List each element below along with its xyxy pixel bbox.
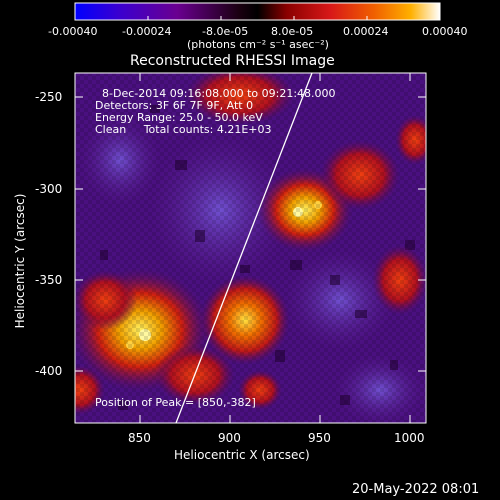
y-tick-label: -350 <box>35 273 63 287</box>
y-tick-label: -250 <box>35 90 63 104</box>
colorbar <box>74 2 441 21</box>
x-axis-ticks <box>139 73 411 423</box>
date-stamp: 20-May-2022 08:01 <box>352 482 480 497</box>
colorbar-tick-label: -0.00040 <box>48 25 98 38</box>
x-tick-label: 850 <box>128 431 151 445</box>
x-axis-label: Heliocentric X (arcsec) <box>174 448 310 462</box>
info-time-range: 8-Dec-2014 09:16:08.000 to 09:21:48.000 <box>102 87 336 100</box>
y-tick-label: -300 <box>35 182 63 196</box>
image-title: Reconstructed RHESSI Image <box>130 53 335 69</box>
colorbar-tick-label: 0.00024 <box>343 25 389 38</box>
colorbar-ticks <box>74 16 441 20</box>
colorbar-tick-label: 8.0e-05 <box>271 25 314 38</box>
x-tick-label: 1000 <box>394 431 425 445</box>
info-energy-range: Energy Range: 25.0 - 50.0 keV <box>95 111 263 124</box>
colorbar-tick-label: -8.0e-05 <box>202 25 249 38</box>
solar-limb-line <box>175 73 313 423</box>
y-tick-label: -400 <box>35 364 63 378</box>
info-detectors: Detectors: 3F 6F 7F 9F, Att 0 <box>95 99 254 112</box>
y-axis-ticks <box>75 96 426 372</box>
info-clean-counts: Clean Total counts: 4.21E+03 <box>95 123 272 136</box>
x-tick-label: 900 <box>218 431 241 445</box>
plot-frame <box>74 72 427 424</box>
peak-position-text: Position of Peak = [850,-382] <box>95 396 256 409</box>
rhessi-image <box>75 73 426 423</box>
colorbar-unit-label: (photons cm⁻² s⁻¹ asec⁻²) <box>187 38 329 51</box>
y-axis-label: Heliocentric Y (arcsec) <box>13 193 27 329</box>
colorbar-tick-label: -0.00024 <box>122 25 172 38</box>
colorbar-tick-label: 0.00040 <box>422 25 468 38</box>
x-tick-label: 950 <box>308 431 331 445</box>
